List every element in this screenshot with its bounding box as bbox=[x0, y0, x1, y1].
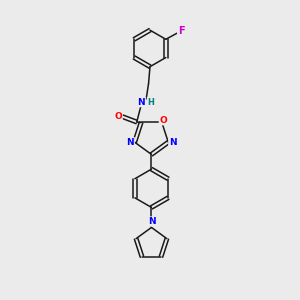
Text: H: H bbox=[147, 98, 154, 106]
Text: N: N bbox=[137, 98, 145, 106]
Text: F: F bbox=[178, 26, 184, 36]
Text: O: O bbox=[160, 116, 167, 124]
Text: N: N bbox=[126, 138, 134, 147]
Text: O: O bbox=[114, 112, 122, 121]
Text: N: N bbox=[169, 138, 176, 147]
Text: N: N bbox=[148, 217, 155, 226]
